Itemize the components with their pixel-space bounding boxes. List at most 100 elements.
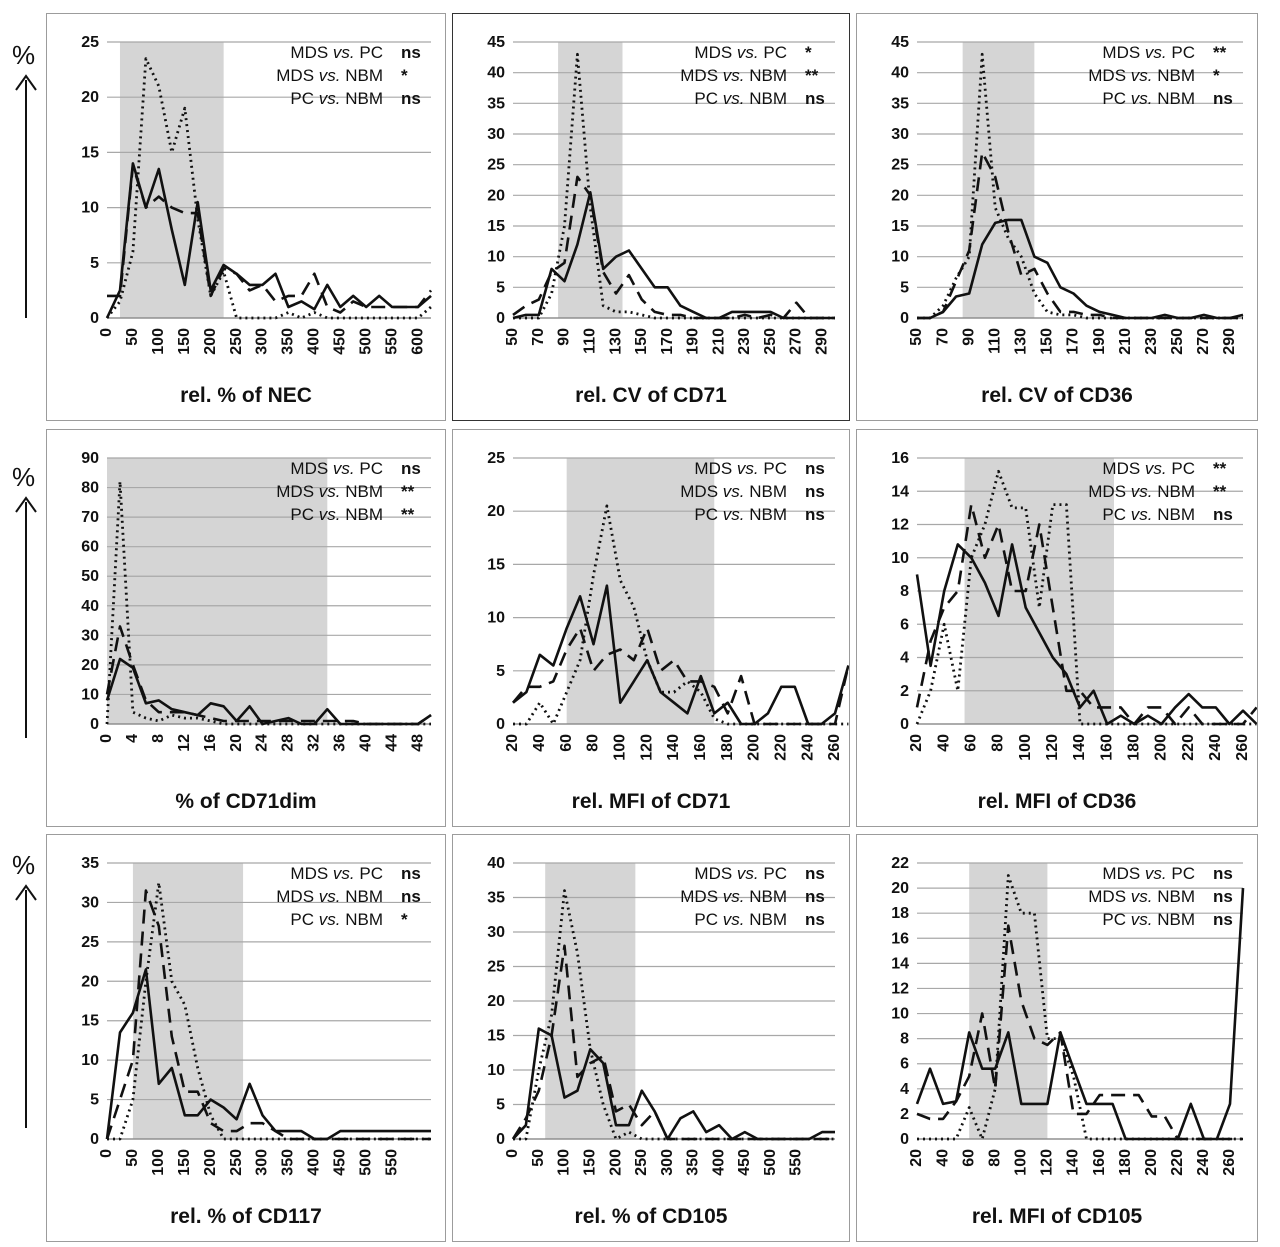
x-axis-title: rel. CV of CD36 (981, 384, 1133, 407)
legend-comparison: MDS vs. NBM (276, 66, 383, 85)
y-tick-label: 2 (900, 1106, 909, 1123)
x-tick-label: 230 (1143, 328, 1160, 355)
y-tick-label: 15 (81, 144, 99, 161)
x-tick-label: 100 (1017, 734, 1034, 761)
x-tick-label: 300 (254, 328, 271, 355)
panel-cd117: 0 5 10 15 20 25 30 35 0 50 100 150 200 250 300 350 400 45… (46, 834, 446, 1242)
x-tick-label: 20 (908, 734, 925, 752)
series-line-mds (105, 657, 432, 726)
y-tick-label: 80 (81, 480, 99, 497)
x-tick-label: 180 (1126, 734, 1143, 761)
legend-comparison: PC vs. NBM (1102, 910, 1195, 929)
legend-significance: * (805, 43, 812, 62)
y-axis-arrow-row2 (15, 496, 37, 738)
y-tick-label: 35 (487, 890, 505, 907)
legend-significance: ** (401, 482, 415, 501)
y-tick-label: 90 (81, 450, 99, 467)
x-tick-label: 270 (1195, 328, 1212, 355)
legend-significance: ns (805, 505, 825, 524)
legend-comparison: MDS vs. NBM (680, 887, 787, 906)
x-tick-label: 500 (357, 328, 374, 355)
legend-comparison: MDS vs. NBM (680, 482, 787, 501)
y-axis-arrow-row1 (15, 74, 37, 318)
y-tick-label: 15 (487, 556, 505, 573)
x-axis-title: rel. MFI of CD71 (572, 790, 731, 813)
x-tick-label: 90 (556, 328, 573, 346)
y-tick-label: 10 (891, 550, 909, 567)
x-tick-label: 160 (1091, 1149, 1108, 1176)
x-tick-label: 32 (306, 734, 323, 752)
x-tick-label: 40 (531, 734, 548, 752)
legend-comparison: MDS vs. NBM (1088, 887, 1195, 906)
x-tick-label: 150 (633, 328, 650, 355)
legend-comparison: MDS vs. PC (694, 459, 787, 478)
x-axis-title: % of CD71dim (175, 790, 316, 813)
y-tick-label: 30 (891, 126, 909, 143)
legend-comparison: MDS vs. NBM (1088, 66, 1195, 85)
y-tick-label: 12 (891, 517, 909, 534)
x-axis-title: rel. % of CD105 (575, 1205, 728, 1228)
legend-comparison: PC vs. NBM (694, 910, 787, 929)
legend-significance: ** (1213, 43, 1227, 62)
y-tick-label: 40 (81, 598, 99, 615)
y-tick-label: 25 (487, 450, 505, 467)
y-tick-label: 10 (81, 200, 99, 217)
y-tick-label: 0 (90, 1131, 99, 1148)
x-tick-label: 120 (638, 734, 655, 761)
legend-significance: ** (1213, 482, 1227, 501)
y-tick-label: 10 (487, 610, 505, 627)
x-tick-label: 220 (1180, 734, 1197, 761)
legend-comparison: MDS vs. NBM (276, 887, 383, 906)
legend-significance: ns (401, 459, 421, 478)
normal-range-shade (107, 458, 328, 724)
panel-cd105: 0 5 10 15 20 25 30 35 40 0 50 100 150 200 250 300 350 400… (452, 834, 850, 1242)
series-line-nbm (917, 874, 1243, 1141)
x-tick-label: 20 (908, 1149, 925, 1167)
y-tick-label: 30 (81, 894, 99, 911)
x-tick-label: 40 (935, 734, 952, 752)
legend-significance: ns (1213, 864, 1233, 883)
y-tick-label: 5 (496, 279, 505, 296)
y-tick-label: 30 (487, 126, 505, 143)
x-axis-title: rel. MFI of CD105 (972, 1205, 1143, 1228)
x-tick-label: 230 (736, 328, 753, 355)
x-tick-label: 0 (98, 734, 115, 743)
panel-mfi-cd71: 0 5 10 15 20 25 20 40 60 80 100 120 140 160 180 200 220 2… (452, 429, 850, 827)
y-tick-label: 0 (496, 310, 505, 327)
y-axis-percent-label-row2: % (12, 462, 36, 492)
x-tick-label: 450 (331, 328, 348, 355)
y-tick-label: 30 (487, 924, 505, 941)
x-axis-title: rel. CV of CD71 (575, 384, 727, 407)
x-tick-label: 80 (990, 734, 1007, 752)
x-tick-label: 200 (1153, 734, 1170, 761)
x-tick-label: 450 (736, 1149, 753, 1176)
legend-comparison: PC vs. NBM (694, 505, 787, 524)
x-tick-label: 0 (504, 1149, 521, 1158)
legend-comparison: MDS vs. PC (290, 864, 383, 883)
panel-mfi-cd105: 0 2 4 6 8 10 12 14 16 18 20 22 20 40 60 80 100 120 140 160 1… (856, 834, 1258, 1242)
y-tick-label: 0 (900, 716, 909, 733)
y-tick-label: 45 (891, 34, 909, 51)
x-tick-label: 210 (710, 328, 727, 355)
x-tick-label: 50 (504, 328, 521, 346)
x-tick-label: 80 (585, 734, 602, 752)
x-tick-label: 150 (176, 1149, 193, 1176)
y-tick-label: 20 (487, 993, 505, 1010)
x-tick-label: 50 (124, 328, 141, 346)
y-tick-label: 8 (900, 1031, 909, 1048)
series-line-mds (105, 968, 431, 1141)
y-tick-label: 20 (891, 880, 909, 897)
legend-comparison: PC vs. NBM (290, 505, 383, 524)
x-tick-label: 250 (633, 1149, 650, 1176)
y-tick-label: 4 (900, 650, 909, 667)
x-tick-label: 200 (1143, 1149, 1160, 1176)
x-tick-label: 48 (409, 734, 426, 752)
legend-significance: * (401, 910, 408, 929)
x-tick-label: 150 (581, 1149, 598, 1176)
y-tick-label: 20 (81, 89, 99, 106)
x-tick-label: 140 (1071, 734, 1088, 761)
legend-comparison: MDS vs. PC (1102, 864, 1195, 883)
legend-comparison: MDS vs. NBM (1088, 482, 1195, 501)
